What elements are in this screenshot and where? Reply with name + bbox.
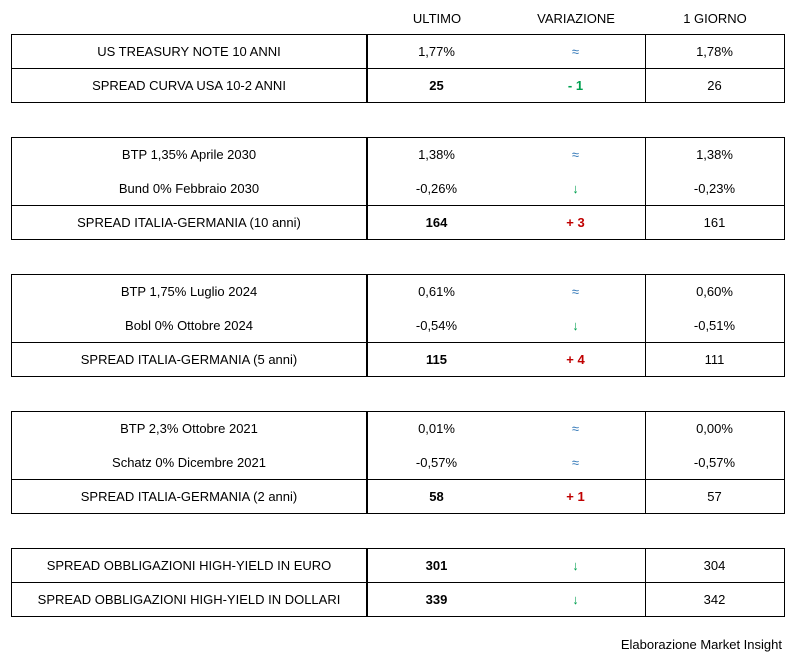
cell-border: [11, 479, 368, 514]
row-label: SPREAD OBBLIGAZIONI HIGH-YIELD IN DOLLAR…: [37, 591, 341, 607]
cell-border: [645, 582, 785, 617]
variazione-value: ↓: [572, 317, 579, 333]
variazione-value: - 1: [567, 77, 584, 93]
ultimo-value: 0,01%: [418, 420, 455, 436]
giorno-value: 1,78%: [696, 43, 733, 59]
giorno-value: 111: [704, 351, 725, 367]
giorno-value: 0,00%: [696, 420, 733, 436]
giorno-value: 0,60%: [696, 283, 733, 299]
variazione-value: ≈: [571, 420, 580, 436]
giorno-value: 342: [703, 591, 726, 607]
variazione-value: + 1: [566, 488, 585, 504]
footer: Elaborazione Market Insight: [620, 637, 782, 652]
variazione-value: + 4: [566, 351, 585, 367]
row-label: SPREAD ITALIA-GERMANIA (5 anni): [80, 351, 298, 367]
ultimo-value: 164: [425, 214, 448, 230]
header-ultimo: ULTIMO: [412, 11, 462, 26]
row-label: Schatz 0% Dicembre 2021: [112, 454, 266, 470]
row-label: BTP 1,75% Luglio 2024: [120, 283, 258, 299]
giorno-value: 304: [703, 557, 726, 573]
giorno-value: 57: [707, 488, 722, 504]
ultimo-value: 301: [425, 557, 448, 573]
ultimo-value: -0,57%: [415, 454, 458, 470]
variazione-value: ≈: [571, 283, 580, 299]
row-label: US TREASURY NOTE 10 ANNI: [97, 43, 281, 59]
cell-border: [645, 205, 785, 240]
row-label: SPREAD CURVA USA 10-2 ANNI: [92, 77, 286, 93]
header-giorno: 1 GIORNO: [683, 11, 747, 26]
ultimo-value: 115: [426, 351, 447, 367]
ultimo-value: 58: [429, 488, 444, 504]
variazione-value: ↓: [572, 180, 579, 196]
ultimo-value: 0,61%: [418, 283, 455, 299]
cell-border: [11, 205, 368, 240]
variazione-value: ≈: [571, 43, 580, 59]
cell-border: [645, 342, 785, 377]
cell-border: [645, 68, 785, 103]
ultimo-value: -0,54%: [415, 317, 458, 333]
giorno-value: -0,51%: [693, 317, 736, 333]
variazione-value: ≈: [571, 454, 580, 470]
row-label: SPREAD OBBLIGAZIONI HIGH-YIELD IN EURO: [46, 557, 332, 573]
cell-border: [11, 342, 368, 377]
variazione-value: ≈: [571, 146, 580, 162]
giorno-value: 26: [707, 77, 722, 93]
giorno-value: -0,23%: [693, 180, 736, 196]
variazione-value: ↓: [572, 591, 579, 607]
variazione-value: ↓: [572, 557, 579, 573]
row-label: SPREAD ITALIA-GERMANIA (2 anni): [80, 488, 298, 504]
ultimo-value: -0,26%: [415, 180, 458, 196]
ultimo-value: 339: [425, 591, 448, 607]
row-label: Bobl 0% Ottobre 2024: [125, 317, 253, 333]
giorno-value: 1,38%: [696, 146, 733, 162]
cell-border: [645, 479, 785, 514]
row-label: BTP 1,35% Aprile 2030: [121, 146, 257, 162]
row-label: SPREAD ITALIA-GERMANIA (10 anni): [77, 214, 301, 230]
cell-border: [11, 68, 368, 103]
row-label: BTP 2,3% Ottobre 2021: [120, 420, 258, 436]
row-label: Bund 0% Febbraio 2030: [118, 180, 260, 196]
ultimo-value: 1,38%: [418, 146, 455, 162]
giorno-value: -0,57%: [693, 454, 736, 470]
ultimo-value: 25: [429, 77, 444, 93]
header-variazione: VARIAZIONE: [537, 11, 615, 26]
variazione-value: + 3: [566, 214, 585, 230]
cell-border: [11, 582, 368, 617]
giorno-value: 161: [703, 214, 726, 230]
ultimo-value: 1,77%: [418, 43, 455, 59]
